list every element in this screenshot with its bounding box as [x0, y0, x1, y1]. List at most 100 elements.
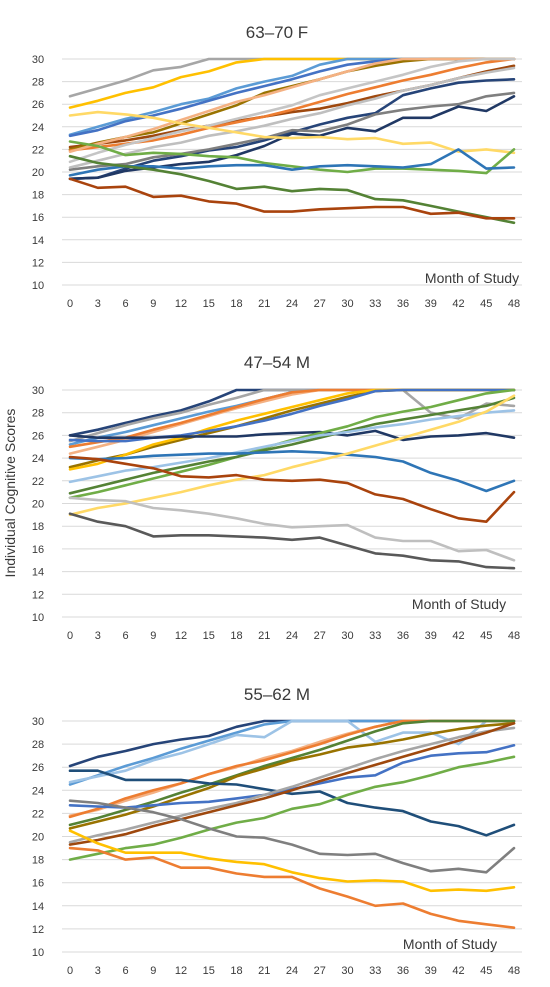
x-tick-label: 27 — [314, 298, 326, 310]
series-line-9 — [68, 429, 516, 442]
y-axis-label: Individual Cognitive Scores — [2, 409, 18, 578]
x-tick-label: 21 — [258, 298, 270, 310]
series-line-15 — [68, 140, 516, 175]
x-axis-label: Month of Study — [412, 596, 506, 612]
y-ticks: 10 12 14 16 18 20 22 24 26 28 30 — [32, 54, 44, 292]
x-tick-label: 30 — [341, 298, 353, 310]
series-lines — [68, 57, 516, 225]
series-lines — [68, 719, 516, 930]
x-tick-label: 12 — [175, 630, 187, 642]
x-tick-label: 24 — [286, 630, 298, 642]
x-tick-label: 12 — [175, 965, 187, 977]
x-tick-label: 3 — [95, 965, 101, 977]
x-tick-label: 39 — [425, 630, 437, 642]
x-tick-label: 0 — [67, 965, 73, 977]
x-tick-label: 27 — [314, 630, 326, 642]
y-tick-label: 24 — [32, 785, 44, 797]
series-line-16 — [68, 496, 516, 562]
series-line-6 — [68, 719, 516, 827]
y-tick-label: 18 — [32, 855, 44, 867]
x-tick-label: 6 — [122, 965, 128, 977]
y-tick-label: 26 — [32, 430, 44, 442]
y-ticks: 10 12 14 16 18 20 22 24 26 28 30 — [32, 385, 44, 624]
y-ticks: 10 12 14 16 18 20 22 24 26 28 30 — [32, 716, 44, 959]
x-tick-label: 9 — [150, 965, 156, 977]
x-tick-label: 18 — [230, 298, 242, 310]
series-line-10 — [68, 726, 516, 844]
y-tick-label: 10 — [32, 280, 44, 292]
series-lines — [68, 388, 516, 570]
y-tick-label: 30 — [32, 54, 44, 66]
y-tick-label: 22 — [32, 144, 44, 156]
series-line-11 — [68, 66, 516, 169]
y-tick-label: 26 — [32, 99, 44, 111]
x-tick-label: 6 — [122, 630, 128, 642]
x-tick-label: 9 — [150, 298, 156, 310]
x-tick-label: 48 — [508, 630, 520, 642]
x-tick-label: 9 — [150, 630, 156, 642]
chart-panel-2: 47–54 M 10 12 14 16 18 20 22 24 26 28 30 0 3 6 9 12 15 1… — [22, 332, 534, 650]
x-tick-label: 18 — [230, 630, 242, 642]
x-tick-label: 33 — [369, 630, 381, 642]
series-line-12 — [68, 57, 516, 164]
y-tick-label: 12 — [32, 924, 44, 936]
x-tick-label: 15 — [203, 298, 215, 310]
y-tick-label: 20 — [32, 832, 44, 844]
series-line-11 — [68, 396, 516, 495]
x-tick-label: 42 — [452, 298, 464, 310]
x-tick-label: 42 — [452, 965, 464, 977]
chart-title: 63–70 F — [246, 23, 308, 42]
series-line-18 — [68, 177, 516, 220]
y-tick-label: 22 — [32, 808, 44, 820]
x-tick-label: 24 — [286, 965, 298, 977]
series-line-12 — [68, 755, 516, 861]
series-line-15 — [68, 455, 516, 523]
gridlines — [62, 720, 522, 953]
y-tick-label: 10 — [32, 612, 44, 624]
y-tick-label: 28 — [32, 77, 44, 89]
x-tick-label: 3 — [95, 298, 101, 310]
series-line-12 — [68, 409, 516, 484]
y-tick-label: 30 — [32, 385, 44, 397]
x-tick-label: 15 — [203, 630, 215, 642]
y-tick-label: 18 — [32, 521, 44, 533]
y-tick-label: 16 — [32, 878, 44, 890]
y-tick-label: 14 — [32, 567, 44, 579]
y-tick-label: 30 — [32, 716, 44, 728]
y-axis-label-container: Individual Cognitive Scores — [2, 409, 18, 578]
chart-title: 55–62 M — [244, 685, 310, 704]
x-tick-label: 48 — [508, 965, 520, 977]
x-tick-label: 12 — [175, 298, 187, 310]
x-tick-label: 39 — [425, 965, 437, 977]
y-tick-label: 24 — [32, 453, 44, 465]
series-line-11 — [68, 721, 516, 846]
x-tick-label: 33 — [369, 298, 381, 310]
x-tick-label: 36 — [397, 298, 409, 310]
x-axis-label: Month of Study — [425, 270, 519, 286]
y-tick-label: 22 — [32, 476, 44, 488]
chart-title: 47–54 M — [244, 353, 310, 372]
series-line-17 — [68, 512, 516, 570]
x-ticks: 0 3 6 9 12 15 18 21 24 27 30 33 36 39 42 45 48 — [67, 965, 520, 977]
x-tick-label: 39 — [425, 298, 437, 310]
x-tick-label: 27 — [314, 965, 326, 977]
x-tick-label: 0 — [67, 630, 73, 642]
x-tick-label: 48 — [508, 298, 520, 310]
y-tick-label: 10 — [32, 947, 44, 959]
series-line-13 — [68, 799, 516, 874]
series-line-17 — [68, 154, 516, 225]
series-line-13 — [68, 450, 516, 493]
x-tick-label: 42 — [452, 630, 464, 642]
series-line-2 — [68, 57, 516, 109]
series-line-7 — [68, 721, 516, 830]
x-axis-label: Month of Study — [403, 936, 497, 952]
y-tick-label: 14 — [32, 235, 44, 247]
x-ticks: 0 3 6 9 12 15 18 21 24 27 30 33 36 39 42 45 48 — [67, 630, 520, 642]
x-ticks: 0 3 6 9 12 15 18 21 24 27 30 33 36 39 42 45 48 — [67, 298, 520, 310]
x-tick-label: 36 — [397, 965, 409, 977]
y-tick-label: 12 — [32, 257, 44, 269]
y-tick-label: 28 — [32, 408, 44, 420]
